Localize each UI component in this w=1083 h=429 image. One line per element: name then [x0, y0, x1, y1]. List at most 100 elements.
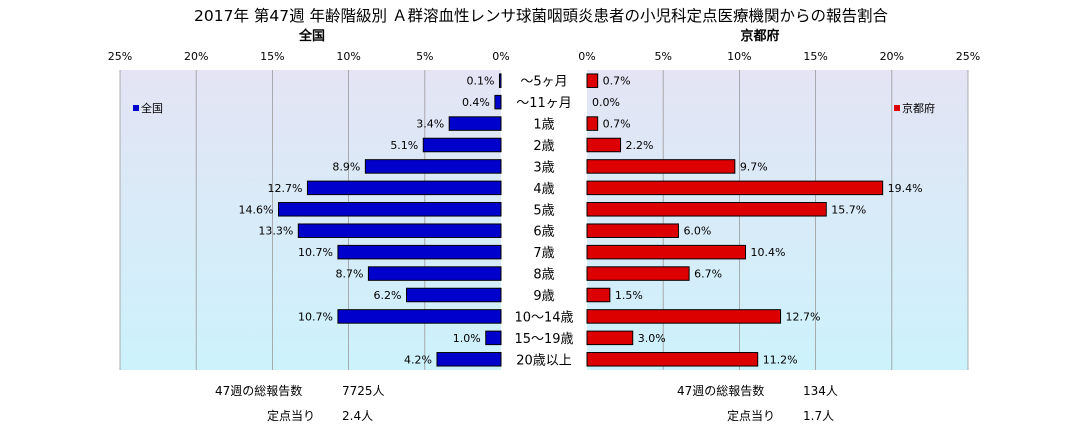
left-tick-label: 25% [108, 50, 132, 63]
legend-right-swatch [894, 105, 900, 111]
left-bar [306, 180, 502, 196]
left-per-value: 2.4人 [342, 409, 374, 423]
left-data-label: 8.9% [332, 160, 360, 173]
left-data-label: 10.7% [298, 246, 333, 259]
left-bar [337, 309, 502, 324]
left-tick-label: 5% [416, 50, 433, 63]
left-plot-area [120, 70, 501, 370]
legend-right: 京都府 [894, 101, 935, 115]
left-tick-label: 10% [336, 50, 360, 63]
right-data-labels: 0.7% 0.0% 0.7% 2.2% 9.7% 19.4% 15.7% 6.0% 10.4% 6… [592, 75, 923, 367]
right-data-label: 6.0% [683, 225, 711, 238]
left-tick-label: 15% [260, 50, 284, 63]
left-tick-labels: 0% 5% 10% 15% 20% 25% [108, 50, 510, 63]
right-data-label: 11.2% [763, 353, 798, 366]
left-data-label: 13.3% [258, 225, 293, 238]
right-total-label: 47週の総報告数 [677, 384, 765, 398]
right-bar [586, 330, 634, 346]
right-data-label: 15.7% [831, 203, 866, 216]
right-bars [586, 73, 884, 367]
left-data-label: 12.7% [267, 182, 302, 195]
right-per-value: 1.7人 [803, 409, 835, 423]
left-data-label: 6.2% [374, 289, 402, 302]
left-bar [277, 202, 502, 217]
category-label: 8歳 [533, 268, 554, 283]
right-bar [586, 137, 622, 153]
right-data-label: 2.2% [626, 139, 654, 152]
category-label: ～5ヶ月 [520, 75, 567, 90]
legend-left-swatch [133, 105, 139, 111]
left-bar [494, 94, 502, 110]
category-labels: ～5ヶ月 ～11ヶ月 1歳 2歳 3歳 4歳 5歳 6歳 7歳 8歳 9歳 10～14歳 15～19歳 2… [514, 75, 573, 369]
right-bar [586, 287, 611, 303]
left-data-label: 4.2% [404, 353, 432, 366]
right-data-label: 10.4% [750, 246, 785, 259]
category-label: 10～14歳 [514, 310, 573, 325]
right-tick-label: 5% [654, 50, 671, 63]
left-tick-label: 0% [492, 50, 509, 63]
category-label: 1歳 [533, 118, 554, 133]
left-data-label: 0.4% [462, 96, 490, 109]
right-bar [586, 116, 599, 131]
category-label: 20歳以上 [516, 353, 572, 368]
category-label: 7歳 [533, 246, 554, 261]
left-data-label: 14.6% [239, 203, 274, 216]
right-data-label: 3.0% [638, 332, 666, 345]
chart-title: 2017年 第47週 年齢階級別 Ａ群溶血性レンサ球菌咽頭炎患者の小児科定点医療… [194, 7, 888, 25]
right-data-label: 0.0% [592, 96, 620, 109]
right-tick-label: 0% [578, 50, 595, 63]
right-data-label: 6.7% [694, 268, 722, 281]
left-bar [364, 159, 502, 174]
left-data-label: 5.1% [390, 139, 418, 152]
right-bar [586, 244, 746, 260]
right-total-value: 134人 [803, 384, 838, 398]
right-data-label: 9.7% [740, 160, 768, 173]
right-bar [586, 202, 827, 217]
category-label: 6歳 [533, 225, 554, 240]
left-data-label: 3.4% [416, 118, 444, 131]
right-data-label: 19.4% [888, 182, 923, 195]
category-label: 3歳 [533, 160, 554, 175]
legend-right-label: 京都府 [902, 101, 935, 115]
right-tick-label: 20% [880, 50, 904, 63]
left-bar [485, 330, 502, 346]
right-tick-labels: 0% 5% 10% 15% 20% 25% [578, 50, 980, 63]
right-bar [586, 223, 679, 238]
right-bar [586, 180, 884, 196]
left-data-label: 1.0% [453, 332, 481, 345]
left-bar [297, 223, 502, 238]
left-bar [448, 116, 502, 131]
right-plot-area [587, 70, 968, 370]
left-data-label: 8.7% [335, 268, 363, 281]
left-bar [436, 352, 502, 367]
right-data-label: 0.7% [603, 75, 631, 88]
right-data-label: 12.7% [786, 310, 821, 323]
right-bar [586, 73, 599, 88]
left-panel-title: 全国 [298, 28, 325, 44]
right-bar [586, 266, 690, 281]
right-panel-title: 京都府 [740, 28, 779, 44]
right-bar [586, 309, 782, 324]
category-label: 2歳 [533, 139, 554, 154]
left-bar [406, 287, 502, 303]
legend-left-label: 全国 [141, 101, 163, 115]
right-bar [586, 159, 736, 174]
left-total-label: 47週の総報告数 [215, 384, 303, 398]
left-per-label: 定点当り [267, 409, 316, 423]
left-bar [498, 73, 502, 88]
category-label: 9歳 [533, 289, 554, 304]
right-tick-label: 25% [956, 50, 980, 63]
left-bar [337, 244, 502, 260]
left-bars [277, 73, 502, 367]
right-data-label: 0.7% [603, 118, 631, 131]
left-data-label: 10.7% [298, 310, 333, 323]
left-bar [367, 266, 502, 281]
right-per-label: 定点当り [727, 409, 776, 423]
category-label: ～11ヶ月 [516, 96, 572, 111]
category-label: 4歳 [533, 182, 554, 197]
left-total-value: 7725人 [342, 384, 385, 398]
left-bar [422, 137, 502, 153]
right-data-label: 1.5% [615, 289, 643, 302]
category-label: 5歳 [533, 203, 554, 218]
